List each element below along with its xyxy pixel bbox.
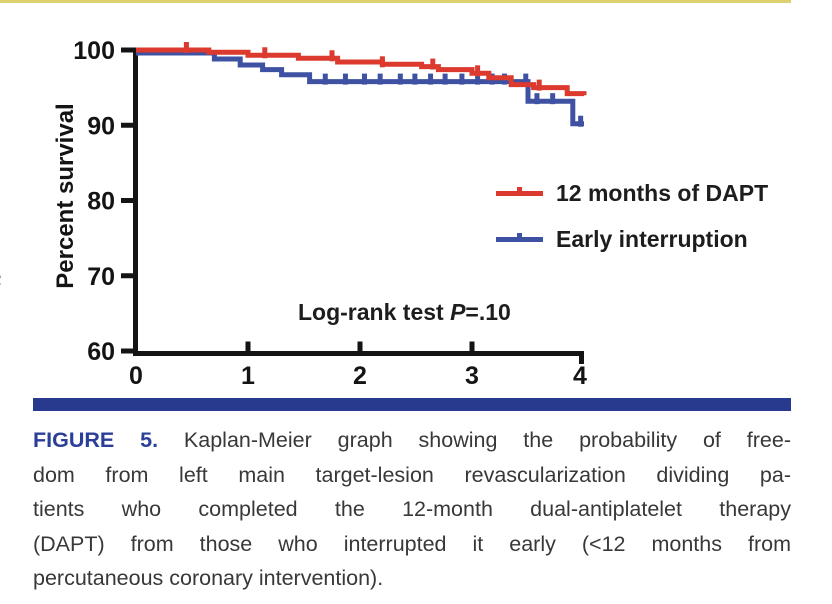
annotation-text: Log-rank test [298, 299, 451, 325]
y-tick-label: 80 [87, 188, 115, 216]
figure-number-label: FIGURE 5. [33, 428, 184, 452]
y-axis-title: Percent survival [52, 103, 79, 289]
blue-curve-marker-icon [496, 232, 543, 242]
clipped-text-fragment: c [0, 268, 1, 289]
log-rank-annotation: Log-rank test P=.10 [298, 299, 511, 326]
x-tick-label: 1 [241, 362, 255, 390]
red-curve-marker-icon [496, 186, 543, 196]
annotation-p-italic: P [450, 299, 466, 325]
survival-curve-blue [136, 50, 584, 127]
chart-legend: 12 months of DAPT Early interruption [496, 170, 768, 262]
annotation-p-value: =.10 [465, 299, 511, 325]
caption-line: dom from left main target-lesion revascu… [33, 462, 791, 487]
caption-line: FIGURE 5. Kaplan-Meier graph showing the… [33, 428, 791, 452]
y-tick-label: 60 [87, 338, 115, 366]
legend-label: Early interruption [556, 225, 748, 252]
y-tick-label: 90 [87, 112, 115, 140]
y-tick-label: 70 [87, 263, 115, 291]
legend-label: 12 months of DAPT [556, 179, 769, 206]
caption-line: tients who completed the 12-month dual-a… [33, 497, 791, 522]
caption-line: percutaneous coronary intervention). [33, 566, 384, 591]
y-tick-label: 100 [73, 37, 115, 65]
x-tick-label: 3 [465, 362, 479, 390]
x-tick-label: 0 [129, 362, 143, 390]
legend-item-12-months-dapt: 12 months of DAPT [496, 170, 768, 216]
legend-item-early-interruption: Early interruption [496, 216, 768, 262]
caption-line: (DAPT) from those who interrupted it ear… [33, 531, 791, 556]
x-tick-label: 2 [353, 362, 367, 390]
caption-divider-rule [33, 398, 791, 411]
survival-curve-red [136, 47, 587, 97]
figure-caption: FIGURE 5. Kaplan-Meier graph showing the… [33, 423, 791, 596]
top-gold-rule [0, 0, 791, 3]
x-tick-label: 4 [573, 362, 587, 390]
